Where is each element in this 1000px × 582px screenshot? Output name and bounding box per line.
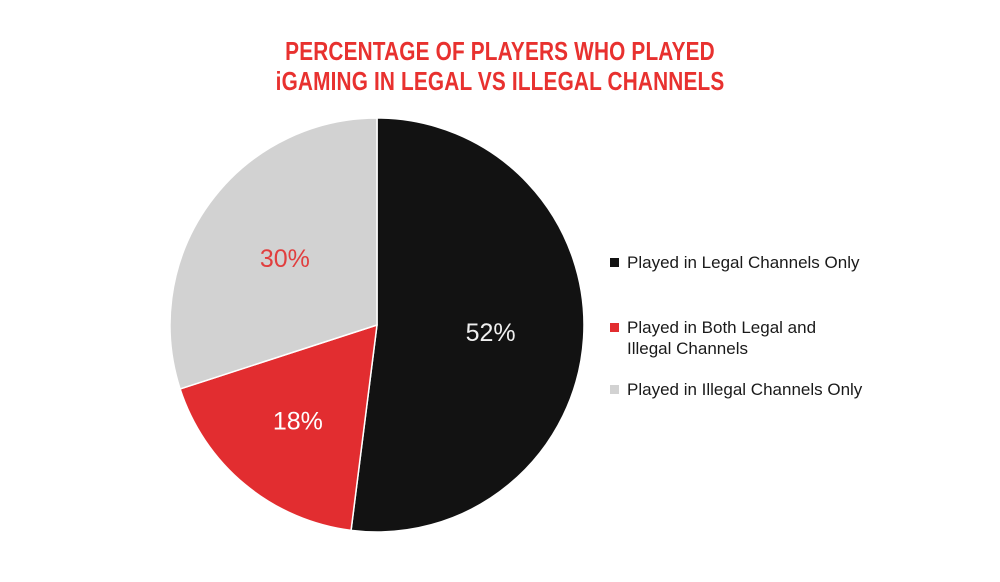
slice-label-3: 30% — [260, 245, 310, 273]
slice-label-1: 52% — [466, 319, 516, 347]
chart-title: PERCENTAGE OF PLAYERS WHO PLAYED iGAMING… — [275, 36, 725, 96]
legend-label-legal-only: Played in Legal Channels Only — [627, 253, 860, 272]
legend-item-legal-only: Played in Legal Channels Only — [610, 252, 870, 273]
legend-swatch-black-icon — [610, 258, 619, 267]
pie-slice-2 — [179, 324, 378, 532]
pie-slice-3 — [169, 117, 378, 390]
legend-swatch-gray-icon — [610, 385, 619, 394]
slice-label-2: 18% — [273, 407, 323, 435]
legend-swatch-red-icon — [610, 323, 619, 332]
legend-label-illegal-only: Played in Illegal Channels Only — [627, 380, 863, 399]
pie-chart: 52% 18% 30% — [169, 117, 585, 533]
legend: Played in Legal Channels Only Played in … — [610, 252, 870, 400]
legend-item-both: Played in Both Legal and Illegal Channel… — [610, 317, 870, 359]
legend-label-both: Played in Both Legal and Illegal Channel… — [627, 318, 817, 358]
pie-slice-1 — [350, 117, 585, 533]
legend-item-illegal-only: Played in Illegal Channels Only — [610, 379, 870, 400]
